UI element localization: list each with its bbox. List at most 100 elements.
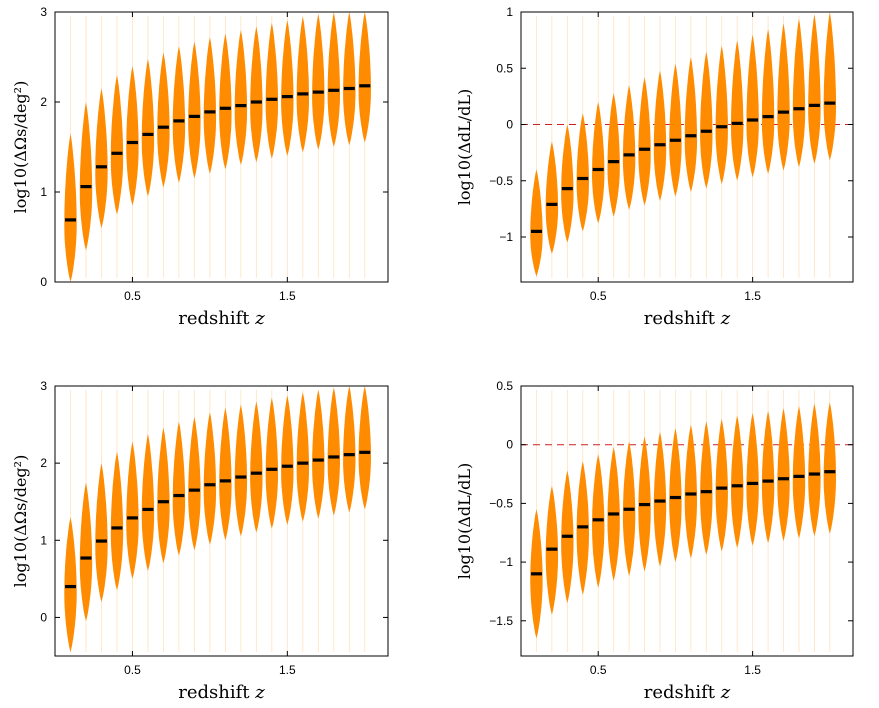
violin bbox=[653, 431, 667, 567]
y-tick-label: −1 bbox=[499, 555, 513, 569]
violin bbox=[281, 20, 294, 156]
violin bbox=[343, 12, 356, 146]
violin bbox=[761, 28, 775, 175]
violin bbox=[265, 22, 278, 159]
violin bbox=[312, 389, 325, 519]
violin bbox=[545, 141, 559, 254]
violin bbox=[296, 16, 309, 153]
violin bbox=[777, 23, 790, 171]
y-tick-label: 0 bbox=[506, 118, 513, 132]
y-tick-label: 0 bbox=[506, 438, 513, 452]
x-axis-label: redshift z bbox=[178, 308, 265, 329]
violin bbox=[731, 40, 744, 181]
violin bbox=[157, 427, 170, 564]
violin bbox=[622, 85, 636, 210]
violin bbox=[358, 386, 371, 510]
violin bbox=[823, 402, 836, 534]
y-axis-label: log10(ΔΩs/deg²) bbox=[11, 81, 30, 214]
violin bbox=[653, 70, 667, 201]
violin bbox=[219, 33, 232, 170]
violin bbox=[327, 12, 340, 147]
violin bbox=[700, 51, 713, 189]
x-tick-label: 0.5 bbox=[590, 663, 607, 677]
y-tick-label: 0.5 bbox=[496, 379, 513, 393]
violin bbox=[188, 41, 201, 179]
panel-top-right: −1 −0.5 0 0.5 1 0.5 1.5 redshift z log10(ΔdL/dL) bbox=[455, 5, 854, 329]
violin bbox=[823, 12, 836, 161]
x-axis-label: redshift z bbox=[644, 308, 731, 329]
violin bbox=[203, 412, 217, 545]
violin bbox=[715, 418, 728, 552]
violin bbox=[110, 75, 124, 215]
violin bbox=[126, 66, 139, 206]
y-tick-label: 3 bbox=[40, 5, 47, 19]
violin bbox=[746, 413, 759, 546]
violin bbox=[281, 395, 294, 525]
violin bbox=[669, 63, 682, 197]
x-tick-label: 1.5 bbox=[279, 663, 296, 677]
x-tick-label: 0.5 bbox=[590, 289, 607, 303]
violin bbox=[530, 169, 543, 277]
violin bbox=[715, 45, 728, 185]
y-tick-label: 3 bbox=[40, 379, 47, 393]
violin bbox=[327, 387, 340, 516]
y-tick-label: 1 bbox=[506, 5, 513, 19]
x-tick-label: 1.5 bbox=[279, 289, 296, 303]
violin bbox=[731, 415, 744, 548]
panel-bottom-right: −1.5 −1 −0.5 0 0.5 0.5 1.5 redshift z log10(ΔdL/… bbox=[455, 379, 854, 703]
violin bbox=[358, 12, 371, 143]
x-tick-label: 0.5 bbox=[124, 663, 141, 677]
violin bbox=[203, 37, 217, 175]
x-axis-label: redshift z bbox=[644, 682, 731, 703]
y-tick-label: −0.5 bbox=[489, 174, 513, 188]
violin bbox=[219, 407, 232, 541]
y-axis-label: log10(ΔdL/dL) bbox=[455, 89, 474, 206]
y-tick-label: −1.5 bbox=[489, 614, 513, 628]
violin bbox=[172, 421, 186, 556]
axes-frame bbox=[520, 11, 854, 283]
y-axis-label: log10(ΔΩs/deg²) bbox=[11, 455, 30, 588]
violin bbox=[172, 46, 186, 184]
x-tick-label: 1.5 bbox=[744, 289, 761, 303]
violin bbox=[561, 124, 574, 243]
y-tick-label: −0.5 bbox=[489, 496, 513, 510]
violin bbox=[110, 451, 124, 591]
x-tick-label: 1.5 bbox=[744, 663, 761, 677]
violin bbox=[188, 416, 201, 551]
violin bbox=[234, 404, 248, 537]
violin bbox=[684, 424, 698, 559]
panel-top-left: 0 1 2 3 0.5 1.5 redshift z log10(ΔΩs/deg²) bbox=[11, 5, 389, 329]
violin bbox=[141, 433, 155, 572]
violin bbox=[607, 93, 620, 217]
violin bbox=[792, 18, 806, 168]
y-tick-label: 1 bbox=[40, 533, 47, 547]
violin bbox=[808, 14, 821, 164]
axes-frame bbox=[54, 11, 389, 283]
violin bbox=[761, 410, 775, 544]
axes-frame bbox=[54, 385, 389, 657]
violin bbox=[700, 421, 713, 555]
violin bbox=[141, 58, 155, 197]
violin bbox=[808, 403, 821, 537]
violin bbox=[669, 428, 682, 563]
y-axis-label: log10(ΔdL/dL) bbox=[455, 463, 474, 580]
y-tick-label: −1 bbox=[499, 230, 513, 244]
y-tick-label: 0 bbox=[40, 275, 47, 289]
y-tick-label: 0 bbox=[40, 610, 47, 624]
y-tick-label: 2 bbox=[40, 456, 47, 470]
violin bbox=[592, 102, 605, 224]
y-tick-label: 1 bbox=[40, 185, 47, 199]
x-axis-label: redshift z bbox=[178, 682, 265, 703]
x-tick-label: 0.5 bbox=[124, 289, 141, 303]
violin bbox=[250, 401, 263, 533]
violin bbox=[95, 463, 108, 602]
violin bbox=[312, 13, 325, 150]
violin bbox=[126, 441, 139, 579]
axes-frame bbox=[520, 385, 854, 657]
y-tick-label: 2 bbox=[40, 95, 47, 109]
violin bbox=[746, 34, 759, 178]
violin bbox=[576, 113, 589, 232]
violin bbox=[79, 482, 93, 622]
violin bbox=[265, 397, 278, 529]
